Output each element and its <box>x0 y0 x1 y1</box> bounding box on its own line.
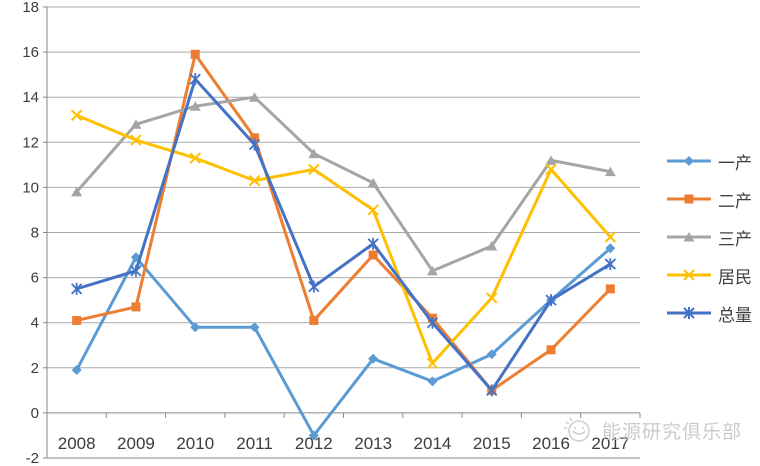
series-line-二产[interactable] <box>75 52 612 392</box>
data-point-一产[interactable] <box>71 365 82 376</box>
data-point-三产[interactable] <box>308 148 320 159</box>
x-tick-label: 2009 <box>117 434 155 453</box>
data-point-总量[interactable] <box>426 316 439 329</box>
series-line-总量[interactable] <box>75 77 612 392</box>
data-point-一产[interactable] <box>308 430 319 441</box>
data-point-三产[interactable] <box>367 177 379 188</box>
data-point-居民[interactable] <box>308 163 320 176</box>
data-point-二产[interactable] <box>605 284 615 294</box>
data-point-一产[interactable] <box>427 376 438 387</box>
x-tick-label: 2017 <box>591 434 629 453</box>
x-tick-label: 2016 <box>532 434 570 453</box>
legend-marker <box>683 232 695 242</box>
data-point-总量[interactable] <box>367 237 379 250</box>
legend-label: 三产 <box>718 229 752 249</box>
x-tick-label: 2015 <box>473 434 511 453</box>
data-point-总量[interactable] <box>248 138 261 151</box>
data-point-居民[interactable] <box>130 134 142 146</box>
legend-marker <box>683 269 695 281</box>
x-tick-label: 2013 <box>354 434 392 453</box>
y-tick-label: 6 <box>31 270 39 287</box>
legend-item-居民[interactable]: 居民 <box>666 256 752 294</box>
legend: 一产二产三产居民总量 <box>666 142 752 332</box>
data-point-二产[interactable] <box>250 133 260 143</box>
data-point-二产[interactable] <box>546 345 556 355</box>
y-tick-label: 16 <box>22 44 39 61</box>
data-point-一产[interactable] <box>605 243 616 254</box>
y-tick-label: 8 <box>31 225 39 242</box>
y-tick-label: 0 <box>31 405 39 422</box>
legend-label: 居民 <box>718 267 752 287</box>
data-point-总量[interactable] <box>486 384 498 397</box>
y-tick-label: 14 <box>22 89 39 106</box>
series-line-居民[interactable] <box>75 113 612 365</box>
y-tick-label: -2 <box>26 450 39 466</box>
data-point-居民[interactable] <box>486 292 498 304</box>
series-line-一产[interactable] <box>75 246 612 437</box>
data-point-居民[interactable] <box>604 231 617 243</box>
legend-swatch-diamond-icon <box>667 156 711 166</box>
data-point-居民[interactable] <box>248 174 261 187</box>
data-point-三产[interactable] <box>189 101 201 111</box>
data-point-三产[interactable] <box>130 119 142 129</box>
y-tick-label: 4 <box>31 315 39 332</box>
data-point-总量[interactable] <box>130 264 142 277</box>
legend-label: 总量 <box>718 305 752 325</box>
data-point-二产[interactable] <box>72 315 82 325</box>
y-tick-label: 10 <box>22 179 39 196</box>
data-point-二产[interactable] <box>309 315 319 325</box>
data-point-一产[interactable] <box>486 349 497 360</box>
data-point-居民[interactable] <box>545 163 557 176</box>
data-point-总量[interactable] <box>189 73 201 86</box>
data-point-居民[interactable] <box>367 204 379 216</box>
legend-swatch-asterisk-icon <box>667 307 711 319</box>
data-point-总量[interactable] <box>308 280 320 293</box>
data-point-二产[interactable] <box>190 49 200 59</box>
data-point-二产[interactable] <box>131 302 141 312</box>
data-point-一产[interactable] <box>368 353 379 364</box>
data-point-居民[interactable] <box>189 152 201 164</box>
data-point-三产[interactable] <box>71 186 83 197</box>
series-line-三产[interactable] <box>75 95 612 273</box>
data-point-总量[interactable] <box>604 258 616 271</box>
data-point-三产[interactable] <box>426 265 438 276</box>
legend-item-三产[interactable]: 三产 <box>666 218 752 256</box>
legend-item-二产[interactable]: 二产 <box>666 180 752 218</box>
y-tick-label: 2 <box>31 360 39 377</box>
y-tick-label: 18 <box>22 0 39 16</box>
legend-swatch-square-icon <box>667 194 711 204</box>
data-point-三产[interactable] <box>486 241 498 251</box>
data-point-三产[interactable] <box>249 92 261 102</box>
legend-marker <box>684 156 694 166</box>
x-tick-label: 2014 <box>414 434 452 453</box>
legend-marker <box>684 194 694 204</box>
x-tick-label: 2011 <box>236 434 273 453</box>
x-tick-label: 2012 <box>295 434 333 453</box>
data-point-二产[interactable] <box>368 250 378 260</box>
legend-label: 二产 <box>718 191 752 211</box>
legend-item-一产[interactable]: 一产 <box>666 142 752 180</box>
legend-label: 一产 <box>718 153 752 173</box>
data-point-总量[interactable] <box>71 282 83 295</box>
y-tick-label: 12 <box>22 134 39 151</box>
legend-swatch-x-icon <box>667 269 711 281</box>
data-point-三产[interactable] <box>604 166 616 177</box>
data-point-居民[interactable] <box>426 357 439 369</box>
data-point-一产[interactable] <box>249 322 260 333</box>
data-point-居民[interactable] <box>70 109 83 121</box>
legend-marker <box>683 307 695 319</box>
legend-swatch-triangle-icon <box>667 232 711 242</box>
x-tick-label: 2008 <box>58 434 96 453</box>
x-tick-label: 2010 <box>176 434 214 453</box>
data-point-三产[interactable] <box>545 155 557 165</box>
legend-item-总量[interactable]: 总量 <box>666 294 752 332</box>
data-point-总量[interactable] <box>545 294 557 307</box>
data-point-一产[interactable] <box>190 322 201 333</box>
